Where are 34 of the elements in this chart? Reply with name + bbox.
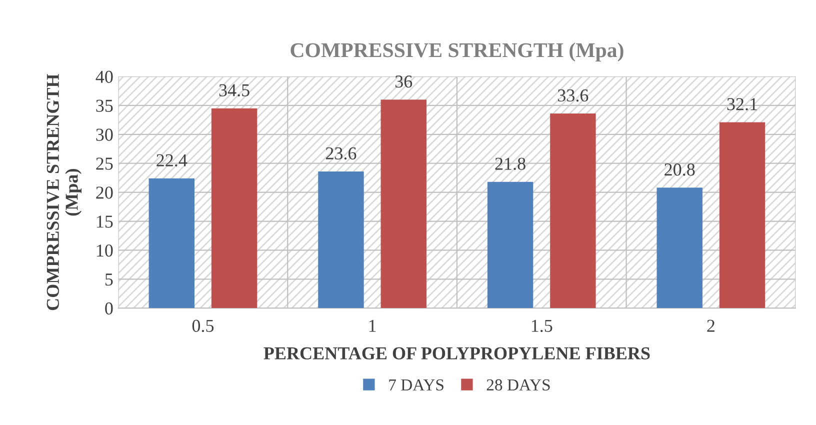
y-axis-title: COMPRESSIVE STRENGTH (Mpa) xyxy=(46,74,82,310)
data-label: 33.6 xyxy=(558,89,588,102)
x-tick-label: 0.5 xyxy=(192,320,214,332)
x-tick-label: 2 xyxy=(707,320,714,332)
y-tick-label: 30 xyxy=(96,128,113,141)
bar xyxy=(380,100,426,308)
y-tick-label: 35 xyxy=(96,100,113,112)
x-tick-label: 1.5 xyxy=(532,320,552,332)
y-tick-label: 20 xyxy=(96,186,113,199)
y-tick-label: 10 xyxy=(96,244,113,257)
data-label: 20.8 xyxy=(664,163,695,176)
y-tick-label: 40 xyxy=(96,70,113,83)
data-label: 32.1 xyxy=(727,98,757,110)
y-tick-label: 25 xyxy=(96,158,113,170)
chart-title: COMPRESSIVE STRENGTH (Mpa) xyxy=(290,42,624,62)
bar xyxy=(719,122,766,308)
bar xyxy=(148,178,195,308)
bar xyxy=(318,171,364,308)
data-label: 21.8 xyxy=(495,158,526,170)
y-tick-label: 0 xyxy=(105,302,113,315)
y-tick-label: 5 xyxy=(105,274,113,286)
legend-label: 7 DAYS xyxy=(389,379,444,391)
data-label: 22.4 xyxy=(156,154,188,166)
x-tick-label: 1 xyxy=(369,320,376,332)
data-label: 36 xyxy=(395,76,412,88)
bar xyxy=(550,114,596,308)
data-label: 34.5 xyxy=(219,84,250,96)
bar xyxy=(487,182,534,308)
legend-label: 28 DAYS xyxy=(486,379,550,391)
bar xyxy=(211,108,258,308)
bar xyxy=(656,188,702,308)
x-axis-title: PERCENTAGE OF POLYPROPYLENE FIBERS xyxy=(264,347,650,360)
data-label: 23.6 xyxy=(326,147,356,160)
y-tick-label: 15 xyxy=(96,216,113,228)
